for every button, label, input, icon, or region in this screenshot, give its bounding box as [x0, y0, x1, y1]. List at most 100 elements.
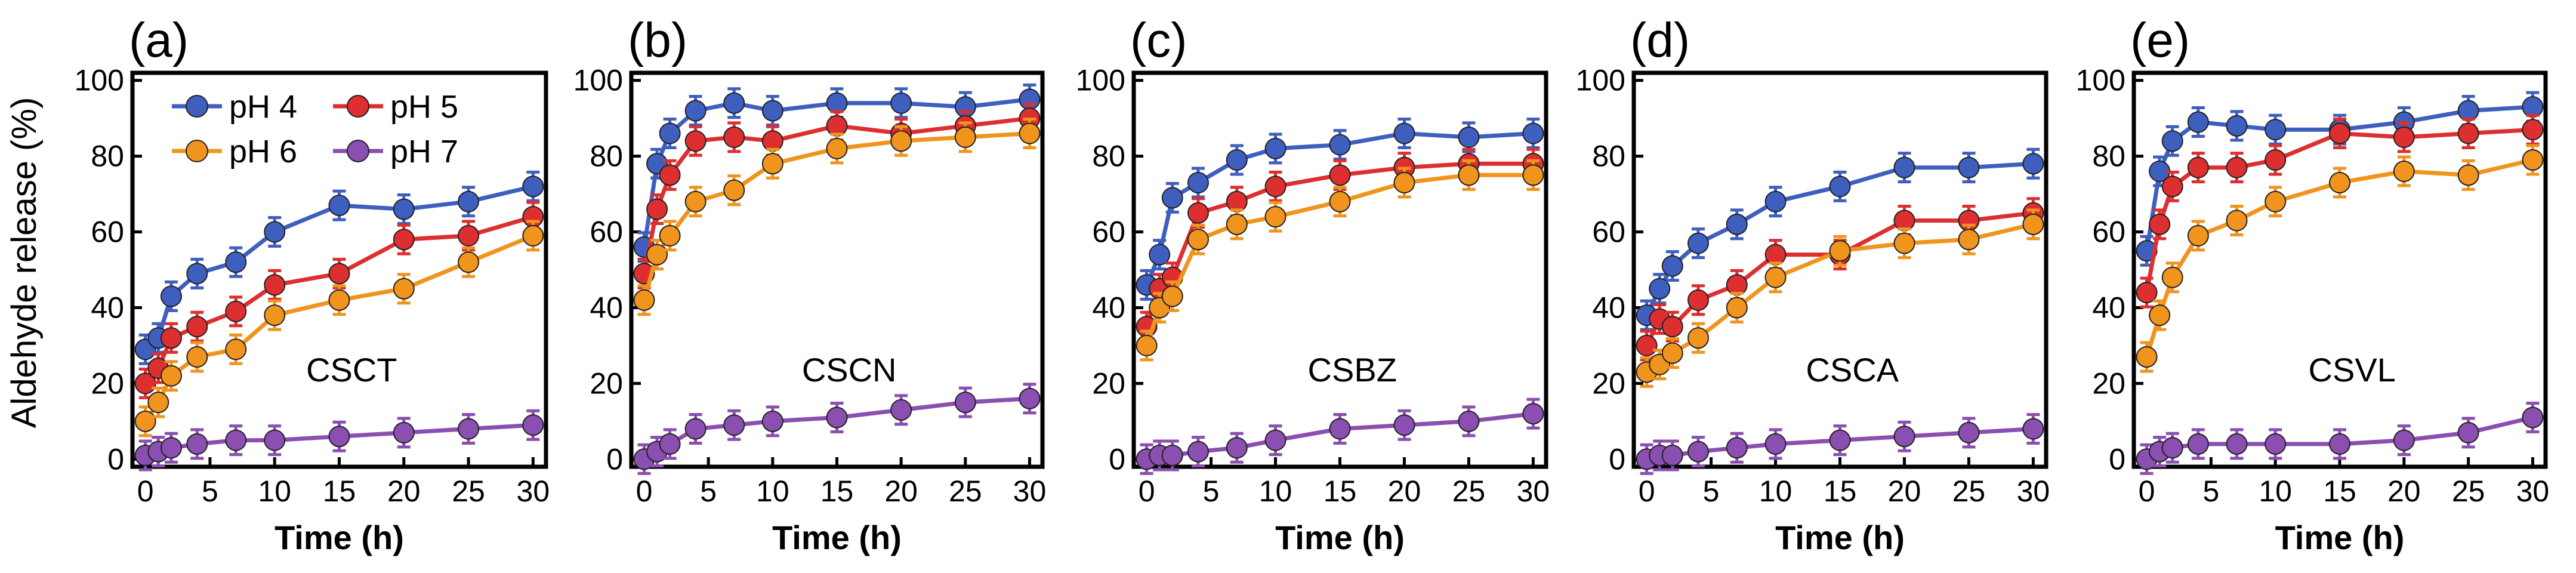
- data-point: [264, 304, 286, 326]
- x-tick-label: 30: [1013, 475, 1047, 508]
- data-point: [723, 126, 745, 148]
- y-tick-label: 60: [590, 215, 623, 249]
- data-point: [1458, 164, 1480, 186]
- data-point: [826, 137, 848, 159]
- data-point: [186, 433, 208, 455]
- legend-label: pH 5: [390, 89, 458, 125]
- data-point: [659, 224, 681, 247]
- data-point: [186, 316, 208, 338]
- data-point: [2226, 156, 2248, 178]
- data-point: [1661, 444, 1683, 466]
- y-tick-label: 100: [2076, 64, 2125, 97]
- x-tick-label: 10: [1759, 475, 1793, 508]
- data-point: [761, 153, 783, 175]
- panel-label: (b): [628, 13, 687, 67]
- data-point: [1329, 418, 1351, 440]
- x-tick-label: 15: [2323, 475, 2356, 508]
- data-point: [2161, 175, 2183, 198]
- y-tick-label: 0: [107, 442, 124, 476]
- data-point: [1264, 429, 1287, 451]
- data-point: [2457, 421, 2479, 443]
- data-point: [684, 190, 707, 212]
- data-point: [659, 164, 681, 186]
- data-point: [890, 399, 912, 421]
- x-tick-label: 20: [1388, 475, 1421, 508]
- y-tick-label: 0: [1609, 442, 1625, 476]
- data-point: [522, 175, 544, 198]
- data-point: [328, 195, 350, 217]
- y-tick-label: 20: [1592, 366, 1625, 400]
- data-point: [1264, 175, 1287, 198]
- data-point: [2265, 149, 2287, 171]
- x-tick-label: 30: [517, 475, 550, 508]
- data-point: [160, 437, 182, 459]
- x-tick-label: 20: [2387, 475, 2421, 508]
- data-point: [458, 251, 480, 273]
- data-point: [1329, 164, 1351, 186]
- data-point: [1393, 414, 1415, 436]
- x-tick-label: 20: [387, 475, 421, 508]
- data-point: [1829, 429, 1851, 451]
- panel-label: (d): [1630, 13, 1690, 67]
- data-point: [2457, 122, 2479, 144]
- data-point: [393, 278, 415, 300]
- data-point: [1687, 440, 1709, 463]
- data-point: [890, 92, 912, 114]
- x-tick-label: 0: [1639, 475, 1655, 508]
- data-point: [723, 92, 745, 114]
- data-point: [458, 190, 480, 212]
- data-point: [2226, 433, 2248, 455]
- x-tick-label: 0: [137, 475, 154, 508]
- x-tick-label: 5: [1703, 475, 1720, 508]
- data-point: [1893, 232, 1915, 254]
- data-point: [1393, 172, 1415, 194]
- data-point: [646, 244, 668, 266]
- data-point: [2161, 130, 2183, 152]
- x-tick-label: 5: [700, 475, 717, 508]
- series-line: [144, 184, 534, 351]
- x-tick-label: 0: [636, 475, 653, 508]
- data-point: [1661, 342, 1683, 364]
- data-point: [2187, 433, 2209, 455]
- data-point: [1829, 175, 1851, 198]
- legend-marker: [186, 95, 208, 118]
- data-point: [1726, 297, 1748, 319]
- data-point: [2329, 433, 2350, 455]
- x-tick-label: 10: [2259, 475, 2292, 508]
- data-point: [2393, 161, 2415, 182]
- data-point: [1958, 156, 1980, 178]
- data-point: [147, 392, 169, 414]
- data-point: [160, 327, 182, 349]
- data-point: [2226, 210, 2248, 232]
- chart-panel-4: 0 20 40 60 80 100 0 5 10 15 20 25 30 Time (h) (d) CSCA: [1576, 13, 2050, 556]
- legend-label: pH 7: [390, 134, 458, 170]
- data-point: [1764, 190, 1787, 212]
- y-tick-label: 0: [2109, 442, 2125, 476]
- data-point: [954, 126, 976, 148]
- chart-panel-1: 0 20 40 60 80 100 0 5 10 15 20 25 30 Time (h) (a) CSCT p…: [75, 13, 550, 556]
- y-tick-label: 80: [2092, 140, 2125, 173]
- data-point: [1264, 206, 1287, 228]
- data-point: [1136, 334, 1158, 356]
- data-point: [2393, 126, 2415, 148]
- y-tick-label: 60: [1092, 215, 1125, 249]
- data-point: [1226, 437, 1248, 459]
- series-line: [642, 131, 1030, 301]
- series-line: [2145, 158, 2534, 358]
- x-axis-label: Time (h): [1275, 519, 1405, 556]
- x-tick-label: 30: [2017, 475, 2050, 508]
- data-point: [1161, 285, 1183, 307]
- data-point: [134, 410, 156, 432]
- y-tick-label: 20: [1092, 366, 1125, 400]
- sample-label: CSCT: [306, 351, 397, 389]
- data-point: [1522, 122, 1544, 144]
- data-point: [826, 406, 848, 429]
- data-point: [328, 263, 350, 285]
- x-tick-label: 25: [1952, 475, 1986, 508]
- data-point: [2022, 213, 2044, 235]
- legend-marker: [186, 140, 208, 162]
- y-tick-label: 80: [91, 140, 124, 173]
- y-tick-label: 60: [1592, 215, 1625, 249]
- data-point: [1161, 187, 1183, 209]
